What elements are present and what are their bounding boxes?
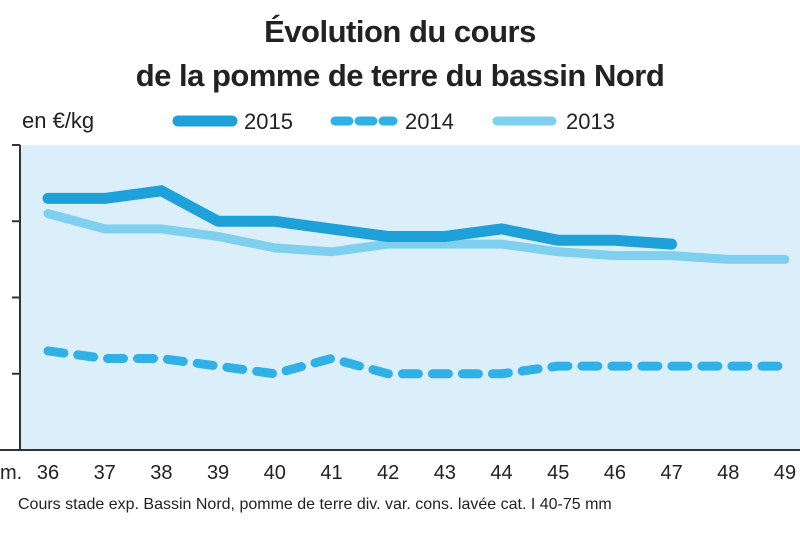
x-prefix-label: m. — [0, 462, 22, 484]
legend: 2015 2014 2013 — [172, 109, 615, 134]
source-footnote: Cours stade exp. Bassin Nord, pomme de t… — [18, 496, 612, 513]
x-tick-label: 45 — [547, 462, 569, 484]
x-tick-label: 40 — [264, 462, 286, 484]
series-line-2014 — [43, 346, 790, 379]
x-tick-label: 47 — [660, 462, 682, 484]
x-tick-label: 43 — [434, 462, 456, 484]
x-tick-label: 44 — [490, 462, 512, 484]
chart-title-line2: de la pomme de terre du bassin Nord — [135, 58, 665, 93]
legend-label-2013: 2013 — [566, 109, 615, 134]
x-tick-label: 37 — [94, 462, 116, 484]
x-tick-label: 42 — [377, 462, 399, 484]
x-tick-label: 48 — [717, 462, 739, 484]
y-axis-unit-label: en €/kg — [22, 108, 95, 133]
x-tick-label: 39 — [207, 462, 229, 484]
x-tick-label: 41 — [320, 462, 342, 484]
legend-label-2015: 2015 — [244, 109, 293, 134]
chart-title-line1: Évolution du cours — [264, 14, 536, 49]
x-tick-labels: m. 36 37 38 39 40 41 42 43 44 45 46 47 48 49 — [0, 462, 796, 484]
series-line-2015 — [42, 185, 678, 250]
x-tick-label: 49 — [774, 462, 796, 484]
legend-label-2014: 2014 — [405, 109, 454, 134]
x-tick-label: 36 — [37, 462, 59, 484]
x-tick-label: 38 — [150, 462, 172, 484]
series-layer — [42, 185, 790, 379]
x-tick-label: 46 — [604, 462, 626, 484]
series-line-2013 — [43, 209, 790, 264]
axes — [0, 144, 800, 451]
